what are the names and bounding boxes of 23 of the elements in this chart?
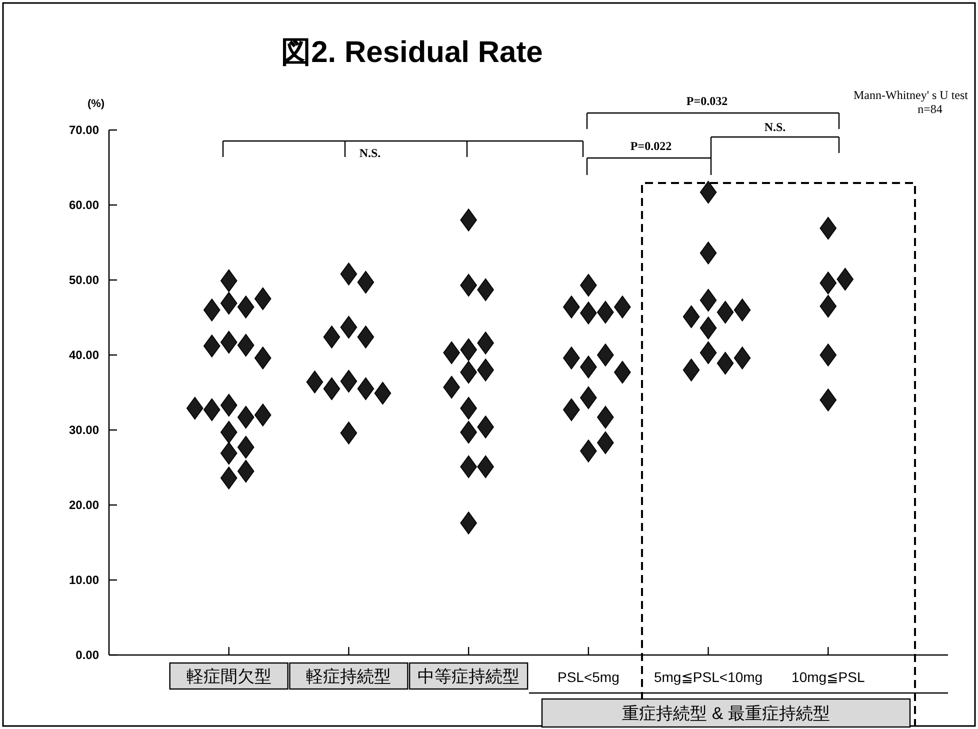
y-tick-label: 10.00 bbox=[68, 573, 100, 587]
x-tick-label: 10mg≦PSL bbox=[792, 669, 865, 685]
annotation: N.S. bbox=[359, 146, 381, 160]
text: P=0.032 bbox=[686, 94, 728, 108]
y-tick-label: 40.00 bbox=[68, 348, 100, 362]
x-tick-label: 軽症間欠型 bbox=[186, 667, 272, 686]
x-tick-label: 5mg≦PSL<10mg bbox=[654, 669, 763, 685]
y-tick-label: 30.00 bbox=[68, 423, 100, 437]
x-tick-label: PSL<5mg bbox=[557, 669, 620, 685]
annotation: P=0.022 bbox=[630, 139, 672, 153]
x-tick-label: 軽症持続型 bbox=[306, 667, 392, 686]
y-tick-label: 70.00 bbox=[68, 123, 100, 137]
text: n=84 bbox=[918, 102, 942, 116]
y-tick-label: 60.00 bbox=[68, 198, 100, 212]
text: Mann-Whitney' s U test bbox=[854, 88, 969, 102]
x-tick-label: 中等症持続型 bbox=[418, 667, 520, 686]
chart-title: 図2. Residual Rate bbox=[281, 36, 543, 69]
y-axis-title: (%) bbox=[87, 98, 105, 110]
y-tick-label: 20.00 bbox=[68, 498, 100, 512]
annotation: N.S. bbox=[764, 120, 786, 134]
y-tick-label: 0.00 bbox=[76, 648, 100, 662]
text: 重症持続型 & 最重症持続型 bbox=[622, 704, 830, 723]
y-tick-label: 50.00 bbox=[68, 273, 100, 287]
